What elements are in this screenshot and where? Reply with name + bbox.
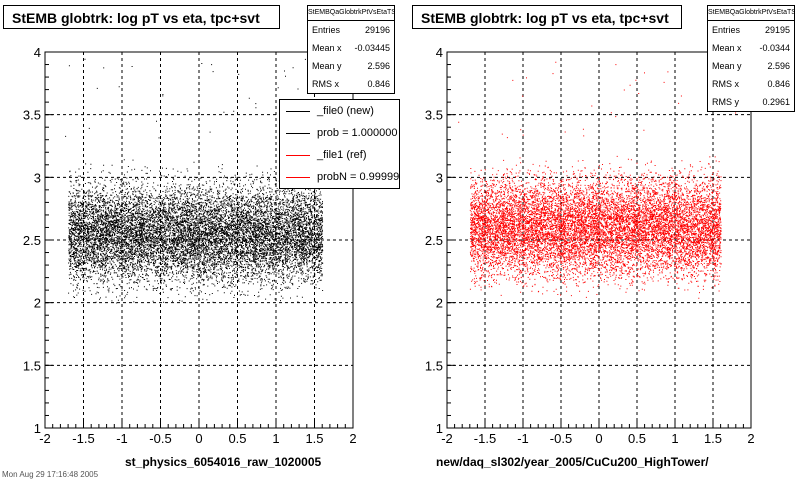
right-chart-panel: -2 -1.5 -1 -0.5 0 0.5 1 1.5 2 1 1.5 2 2.5 3 3.5 4 StEMB… bbox=[400, 0, 800, 480]
left-chart-panel: -2 -1.5 -1 -0.5 0 0.5 1 1.5 2 1 1.5 2 2.5 3 3.5 4 StEMB… bbox=[3, 5, 400, 469]
left-chart-title: StEMB globtrk: log pT vs eta, tpc+svt bbox=[3, 5, 280, 29]
y-tick-label: 2 bbox=[436, 296, 443, 311]
legend-line bbox=[286, 155, 310, 156]
x-tick-label: -1.5 bbox=[72, 431, 94, 446]
x-tick-label: 0 bbox=[195, 431, 202, 446]
left-stats-name: StEMBQaGlobtrkPtVsEtaTS bbox=[308, 6, 394, 21]
x-tick-label: -2 bbox=[441, 431, 453, 446]
y-tick-label: 2 bbox=[34, 296, 41, 311]
stats-value: 2.596 bbox=[767, 61, 790, 71]
footer-timestamp: Mon Aug 29 17:16:48 2005 bbox=[2, 470, 99, 479]
x-tick-label: 1 bbox=[272, 431, 279, 446]
axes: -2 -1.5 -1 -0.5 0 0.5 1 1.5 2 1 1.5 2 2.5 3 3.5 4 bbox=[23, 45, 357, 446]
x-tick-label: 1.5 bbox=[305, 431, 323, 446]
y-tick-label: 3.5 bbox=[425, 108, 443, 123]
x-tick-label: 1 bbox=[671, 431, 678, 446]
legend-line bbox=[286, 133, 310, 134]
legend-line bbox=[286, 177, 310, 178]
right-x-axis-label: new/daq_sl302/year_2005/CuCu200_HighTowe… bbox=[436, 455, 709, 469]
scatter-points-path bbox=[458, 61, 737, 299]
legend-label: prob = 1.000000 bbox=[317, 127, 398, 139]
y-tick-label: 1.5 bbox=[425, 358, 443, 373]
y-tick-label: 1 bbox=[436, 421, 443, 436]
x-tick-label: 0 bbox=[595, 431, 602, 446]
y-tick-label: 1 bbox=[34, 421, 41, 436]
stats-value: 2.596 bbox=[367, 61, 390, 71]
y-tick-label: 3 bbox=[436, 170, 443, 185]
stats-label: Mean y bbox=[712, 61, 742, 71]
stats-label: Mean x bbox=[712, 43, 742, 53]
stats-value: 0.846 bbox=[767, 79, 790, 89]
x-tick-label: -2 bbox=[39, 431, 51, 446]
x-tick-label: 1.5 bbox=[704, 431, 722, 446]
legend-entry: probN = 0.999990 bbox=[280, 166, 399, 188]
y-tick-label: 4 bbox=[436, 45, 443, 60]
stats-value: 0.846 bbox=[367, 79, 390, 89]
x-tick-label: 2 bbox=[349, 431, 356, 446]
x-tick-label: 0.5 bbox=[228, 431, 246, 446]
legend-label: probN = 0.999990 bbox=[317, 171, 400, 183]
x-tick-label: -1 bbox=[517, 431, 529, 446]
stats-value: -0.0344 bbox=[759, 43, 790, 53]
scatter-points bbox=[458, 61, 737, 299]
stats-label: RMS x bbox=[312, 79, 339, 89]
stats-label: Entries bbox=[312, 25, 341, 35]
scatter-points-path bbox=[65, 58, 328, 304]
left-scatter-plot: -2 -1.5 -1 -0.5 0 0.5 1 1.5 2 1 1.5 2 2.5 3 3.5 4 bbox=[23, 45, 357, 446]
y-tick-label: 1.5 bbox=[23, 358, 41, 373]
scatter-points bbox=[65, 58, 328, 304]
stats-label: Mean x bbox=[312, 43, 342, 53]
y-tick-label: 3.5 bbox=[23, 108, 41, 123]
stats-label: Mean y bbox=[312, 61, 342, 71]
stats-value: 29195 bbox=[764, 25, 790, 35]
legend-entry: _file1 (ref) bbox=[280, 144, 399, 166]
x-tick-label: -0.5 bbox=[550, 431, 572, 446]
left-x-axis-label: st_physics_6054016_raw_1020005 bbox=[125, 455, 322, 469]
stats-label: RMS y bbox=[712, 97, 739, 107]
legend: _file0 (new) prob = 1.000000 _file1 (ref… bbox=[279, 99, 400, 189]
legend-label: _file1 (ref) bbox=[317, 149, 367, 161]
x-tick-label: -0.5 bbox=[149, 431, 171, 446]
right-stats-box: StEMBQaGlobtrkPtVsEtaTS Entries 29195 Mea… bbox=[707, 5, 795, 112]
legend-label: _file0 (new) bbox=[317, 105, 374, 117]
right-stats-name: StEMBQaGlobtrkPtVsEtaTS bbox=[708, 6, 794, 21]
y-tick-label: 4 bbox=[34, 45, 41, 60]
stats-value: -0.03445 bbox=[354, 43, 390, 53]
y-tick-label: 2.5 bbox=[425, 233, 443, 248]
y-tick-label: 2.5 bbox=[23, 233, 41, 248]
legend-entry: _file0 (new) bbox=[280, 100, 399, 122]
x-tick-label: -1.5 bbox=[474, 431, 496, 446]
x-tick-label: 0.5 bbox=[628, 431, 646, 446]
axes: -2 -1.5 -1 -0.5 0 0.5 1 1.5 2 1 1.5 2 2.5 3 3.5 4 bbox=[425, 45, 755, 446]
x-tick-label: 2 bbox=[747, 431, 754, 446]
right-scatter-plot: -2 -1.5 -1 -0.5 0 0.5 1 1.5 2 1 1.5 2 2.5 3 3.5 4 bbox=[425, 45, 755, 446]
stats-label: RMS x bbox=[712, 79, 739, 89]
legend-line bbox=[286, 111, 310, 112]
legend-entry: prob = 1.000000 bbox=[280, 122, 399, 144]
left-stats-box: StEMBQaGlobtrkPtVsEtaTS Entries 29196 Mea… bbox=[307, 5, 395, 94]
right-chart-title: StEMB globtrk: log pT vs eta, tpc+svt bbox=[412, 5, 682, 29]
y-tick-label: 3 bbox=[34, 170, 41, 185]
stats-value: 29196 bbox=[364, 25, 390, 35]
x-tick-label: -1 bbox=[116, 431, 128, 446]
stats-label: Entries bbox=[712, 25, 741, 35]
stats-value: 0.2961 bbox=[762, 97, 790, 107]
